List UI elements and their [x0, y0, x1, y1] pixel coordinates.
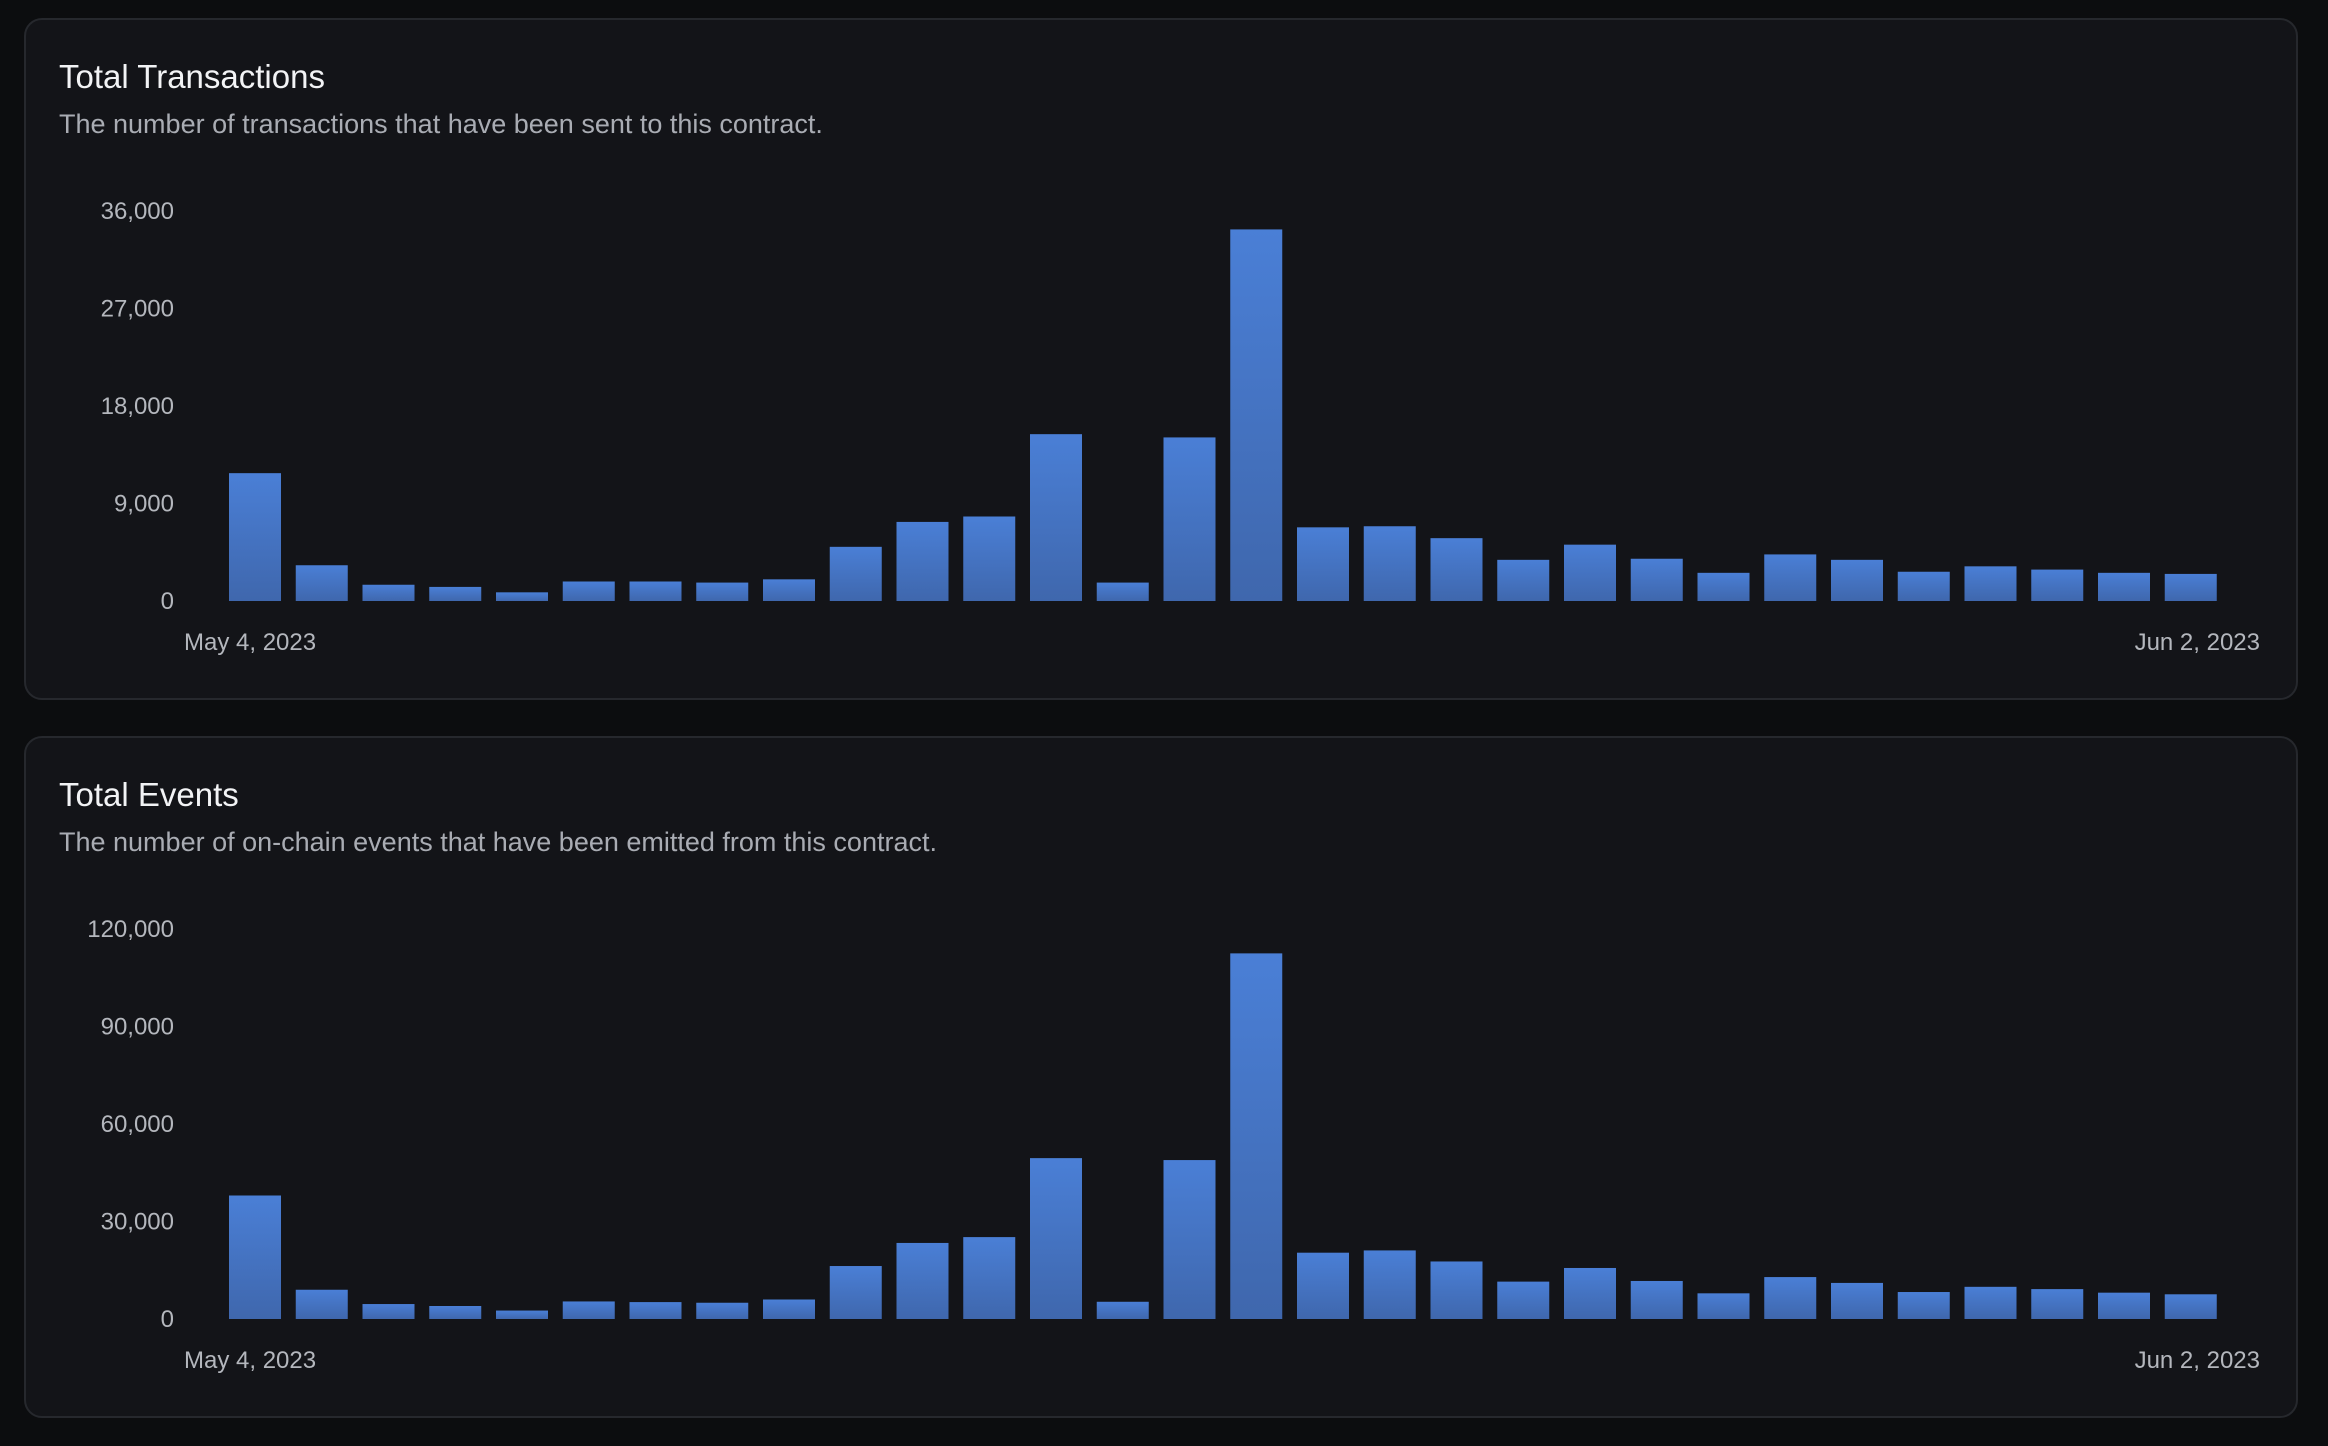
y-tick-label: 36,000: [101, 198, 174, 225]
bar[interactable]: [229, 1195, 281, 1320]
y-tick-label: 90,000: [101, 1014, 174, 1041]
bar[interactable]: [1964, 1286, 2017, 1319]
bar[interactable]: [1030, 1158, 1082, 1319]
bar[interactable]: [1297, 527, 1349, 601]
bar[interactable]: [429, 1306, 482, 1319]
bar[interactable]: [1897, 571, 1950, 601]
bar[interactable]: [496, 1310, 548, 1319]
chart-title: Total Events: [59, 776, 239, 813]
bar[interactable]: [1096, 1301, 1149, 1319]
bar[interactable]: [1697, 572, 1750, 601]
transactions-bar-chart: 36,000 27,000 18,000 9,000 0 May 4, 2023 Jun 2…: [101, 198, 2260, 656]
bar[interactable]: [1831, 559, 1883, 601]
x-tick-label-end: Jun 2, 2023: [2135, 629, 2260, 656]
bar[interactable]: [1630, 1280, 1683, 1319]
chart-title: Total Transactions: [59, 58, 325, 95]
y-tick-label: 9,000: [114, 491, 174, 518]
bar[interactable]: [696, 1302, 749, 1319]
bar[interactable]: [1564, 1267, 1616, 1319]
bar[interactable]: [896, 521, 949, 601]
y-tick-label: 60,000: [101, 1111, 174, 1138]
bar[interactable]: [429, 586, 482, 601]
events-bar-chart: 120,000 90,000 60,000 30,000 0 May 4, 2023 Jun…: [87, 916, 2260, 1374]
bar[interactable]: [229, 473, 281, 601]
bar[interactable]: [1096, 582, 1149, 601]
bar[interactable]: [629, 1302, 682, 1319]
bar[interactable]: [1297, 1252, 1349, 1319]
bar[interactable]: [829, 546, 882, 601]
bar[interactable]: [763, 579, 815, 601]
bar[interactable]: [1497, 1281, 1550, 1319]
y-tick-label: 0: [161, 1306, 174, 1333]
bar[interactable]: [1964, 566, 2017, 601]
bar[interactable]: [2031, 1289, 2084, 1319]
x-tick-label-start: May 4, 2023: [184, 1347, 316, 1374]
bar[interactable]: [362, 1304, 415, 1319]
bar[interactable]: [562, 1301, 615, 1319]
bar[interactable]: [1163, 437, 1216, 601]
bar[interactable]: [496, 592, 548, 601]
bar[interactable]: [362, 584, 415, 601]
bar[interactable]: [1697, 1293, 1750, 1319]
events-card: Total Events The number of on-chain even…: [24, 736, 2298, 1418]
bar[interactable]: [1764, 554, 1817, 601]
y-tick-label: 120,000: [87, 916, 174, 943]
bar[interactable]: [2164, 573, 2217, 601]
y-tick-label: 18,000: [101, 393, 174, 420]
bar[interactable]: [295, 1289, 348, 1319]
bar[interactable]: [2164, 1294, 2217, 1319]
y-tick-label: 0: [161, 588, 174, 615]
bar[interactable]: [1030, 434, 1082, 601]
bar[interactable]: [1363, 526, 1416, 601]
bar[interactable]: [2031, 569, 2084, 601]
bar[interactable]: [629, 581, 682, 602]
bar[interactable]: [1430, 538, 1483, 601]
bar[interactable]: [1764, 1277, 1817, 1319]
bar[interactable]: [1831, 1282, 1883, 1319]
bar[interactable]: [896, 1242, 949, 1319]
x-tick-label-end: Jun 2, 2023: [2135, 1347, 2260, 1374]
bar[interactable]: [1430, 1261, 1483, 1319]
bar[interactable]: [963, 1237, 1016, 1319]
bar[interactable]: [696, 582, 749, 601]
bar[interactable]: [1163, 1160, 1216, 1319]
y-tick-label: 27,000: [101, 296, 174, 323]
y-tick-label: 30,000: [101, 1209, 174, 1236]
transactions-card: Total Transactions The number of transac…: [24, 18, 2298, 700]
bar[interactable]: [1230, 229, 1283, 601]
bar[interactable]: [1630, 558, 1683, 601]
x-tick-label-start: May 4, 2023: [184, 629, 316, 656]
bar[interactable]: [295, 565, 348, 601]
bar[interactable]: [1230, 953, 1283, 1319]
bar[interactable]: [562, 581, 615, 602]
bar[interactable]: [1363, 1250, 1416, 1319]
bar[interactable]: [2098, 1292, 2150, 1319]
chart-subtitle: The number of transactions that have bee…: [59, 109, 823, 139]
bar[interactable]: [1497, 559, 1550, 601]
bar[interactable]: [763, 1299, 815, 1320]
bar[interactable]: [1564, 544, 1616, 601]
bar[interactable]: [963, 516, 1016, 602]
bar[interactable]: [2098, 572, 2150, 601]
chart-subtitle: The number of on-chain events that have …: [59, 827, 937, 857]
bar[interactable]: [1897, 1292, 1950, 1319]
bar[interactable]: [829, 1266, 882, 1319]
